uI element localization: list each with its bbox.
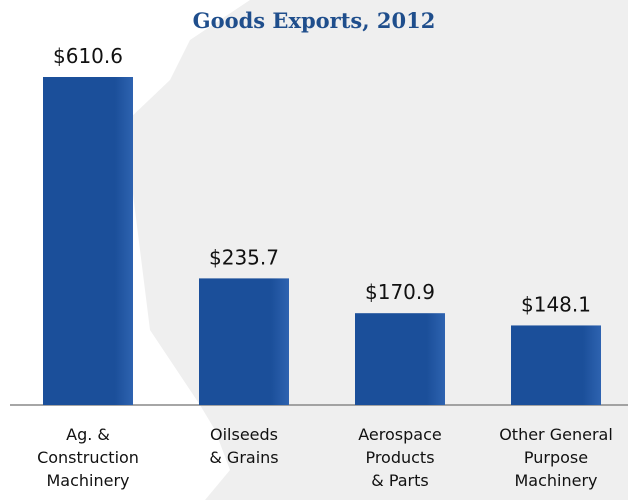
- value-label: $610.6: [53, 44, 123, 68]
- bar: [355, 313, 445, 405]
- value-label: $148.1: [521, 292, 591, 316]
- x-tick-label: Oilseeds & Grains: [209, 425, 279, 467]
- chart-title: Goods Exports, 2012: [193, 8, 436, 33]
- value-label: $235.7: [209, 245, 279, 269]
- bar: [43, 77, 133, 405]
- x-tick-label: Ag. & Construction Machinery: [37, 425, 139, 490]
- value-label: $170.9: [365, 280, 435, 304]
- x-tick-label: Other General Purpose Machinery: [499, 425, 613, 490]
- bar: [199, 278, 289, 405]
- bar: [511, 325, 601, 405]
- x-tick-label: Aerospace Products & Parts: [358, 425, 442, 490]
